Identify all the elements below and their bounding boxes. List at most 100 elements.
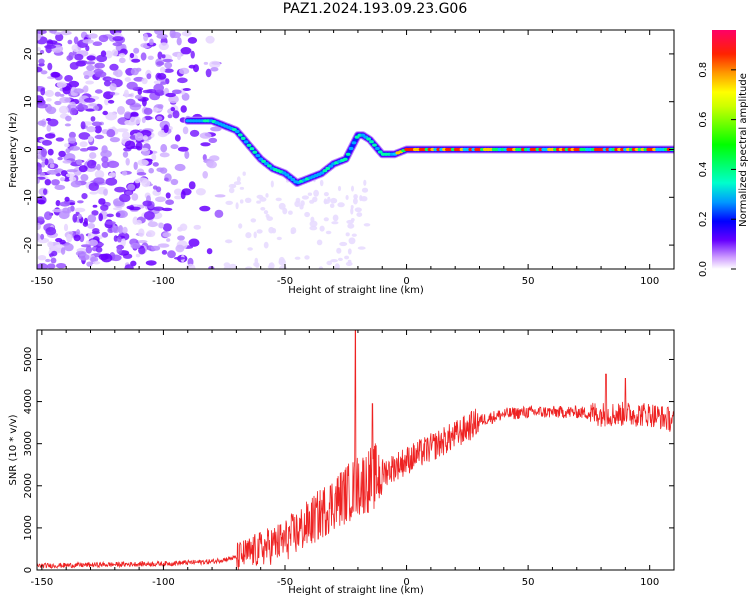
y-tick-label: 0 xyxy=(23,567,34,573)
ridge-peak xyxy=(325,166,331,170)
noise-blob xyxy=(51,179,60,186)
noise-blob xyxy=(89,152,97,159)
noise-blob xyxy=(56,263,67,269)
noise-blob xyxy=(188,238,200,247)
colorbar-tick-label: 0.0 xyxy=(698,261,709,277)
noise-blob xyxy=(304,255,310,260)
noise-blob xyxy=(203,61,209,65)
noise-blob xyxy=(112,42,123,47)
noise-blob xyxy=(195,188,206,196)
noise-blob xyxy=(90,116,96,122)
noise-blob xyxy=(64,123,71,127)
noise-blob xyxy=(49,30,57,34)
ridge-peak xyxy=(319,171,325,175)
noise-blob xyxy=(47,118,59,127)
noise-blob xyxy=(180,190,186,200)
noise-blob xyxy=(58,210,70,220)
ridge-peak xyxy=(348,146,354,151)
noise-blob xyxy=(360,196,368,202)
heatmap-cells xyxy=(37,30,674,269)
noise-blob xyxy=(208,137,218,143)
colorbar-ticks: 0.0 0.2 0.4 0.6 0.8 xyxy=(698,62,736,277)
noise-blob xyxy=(67,136,76,144)
noise-blob xyxy=(80,121,86,130)
noise-blob xyxy=(121,170,128,176)
noise-blob xyxy=(327,196,331,202)
noise-blob xyxy=(253,262,259,267)
noise-blob xyxy=(37,255,47,261)
noise-blob xyxy=(161,54,166,59)
x-tick-label: -150 xyxy=(31,276,54,287)
noise-blob xyxy=(214,209,224,218)
y-tick-label: 4000 xyxy=(23,389,34,414)
noise-blob xyxy=(202,171,208,179)
noise-blob xyxy=(46,40,58,44)
noise-blob xyxy=(37,166,43,175)
noise-blob xyxy=(271,228,277,234)
noise-blob xyxy=(300,200,305,207)
noise-blob xyxy=(72,213,78,223)
noise-blob xyxy=(93,177,105,185)
ridge-peak xyxy=(351,141,357,145)
noise-blob xyxy=(179,223,188,231)
noise-blob xyxy=(103,188,108,196)
x-tick-label: 50 xyxy=(522,276,535,287)
noise-blob xyxy=(142,97,147,107)
y-tick-label: 10 xyxy=(23,95,34,108)
noise-blob xyxy=(167,250,176,259)
noise-blob xyxy=(55,200,61,207)
noise-blob xyxy=(239,199,244,204)
noise-blob xyxy=(133,161,138,170)
noise-blob xyxy=(103,80,112,87)
noise-blob xyxy=(37,237,50,244)
noise-blob xyxy=(161,250,168,255)
noise-blob xyxy=(163,68,174,73)
noise-blob xyxy=(102,110,108,116)
noise-blob xyxy=(168,95,179,104)
noise-blob xyxy=(134,178,141,184)
noise-blob xyxy=(37,222,41,230)
noise-blob xyxy=(156,61,165,66)
noise-blob xyxy=(334,263,340,269)
noise-blob xyxy=(164,177,169,182)
noise-blob xyxy=(353,197,358,205)
noise-blob xyxy=(111,225,120,234)
noise-blob xyxy=(52,208,64,213)
noise-blob xyxy=(66,55,73,61)
y-tick-label: 3000 xyxy=(23,431,34,456)
noise-blob xyxy=(119,193,131,203)
noise-blob xyxy=(173,188,183,196)
noise-blob xyxy=(150,245,161,251)
noise-blob xyxy=(236,176,241,183)
noise-blob xyxy=(92,261,101,265)
noise-blob xyxy=(112,36,124,42)
colorbar-tick-label: 0.8 xyxy=(698,62,709,78)
noise-blob xyxy=(316,239,323,246)
noise-blob xyxy=(160,81,167,85)
ridge-peak xyxy=(240,136,246,140)
noise-blob xyxy=(37,263,48,269)
noise-blob xyxy=(152,185,158,190)
ridge-peak xyxy=(366,137,371,141)
noise-blob xyxy=(256,194,264,199)
noise-blob xyxy=(37,120,46,126)
noise-blob xyxy=(50,71,60,78)
noise-blob xyxy=(116,245,125,250)
noise-blob xyxy=(161,207,173,212)
noise-blob xyxy=(228,183,237,189)
noise-blob xyxy=(47,241,54,248)
y-tick-label: 1000 xyxy=(23,515,34,540)
noise-blob xyxy=(190,50,195,59)
noise-blob xyxy=(86,64,95,71)
noise-blob xyxy=(319,225,325,232)
noise-blob xyxy=(100,204,109,211)
noise-blob xyxy=(160,144,168,153)
noise-blob xyxy=(101,145,108,154)
noise-blob xyxy=(128,206,141,211)
noise-blob xyxy=(288,210,293,215)
noise-blob xyxy=(181,92,190,101)
noise-blob xyxy=(97,242,105,247)
noise-blob xyxy=(263,241,269,249)
noise-blob xyxy=(92,204,98,208)
ridge-peak xyxy=(267,164,272,168)
